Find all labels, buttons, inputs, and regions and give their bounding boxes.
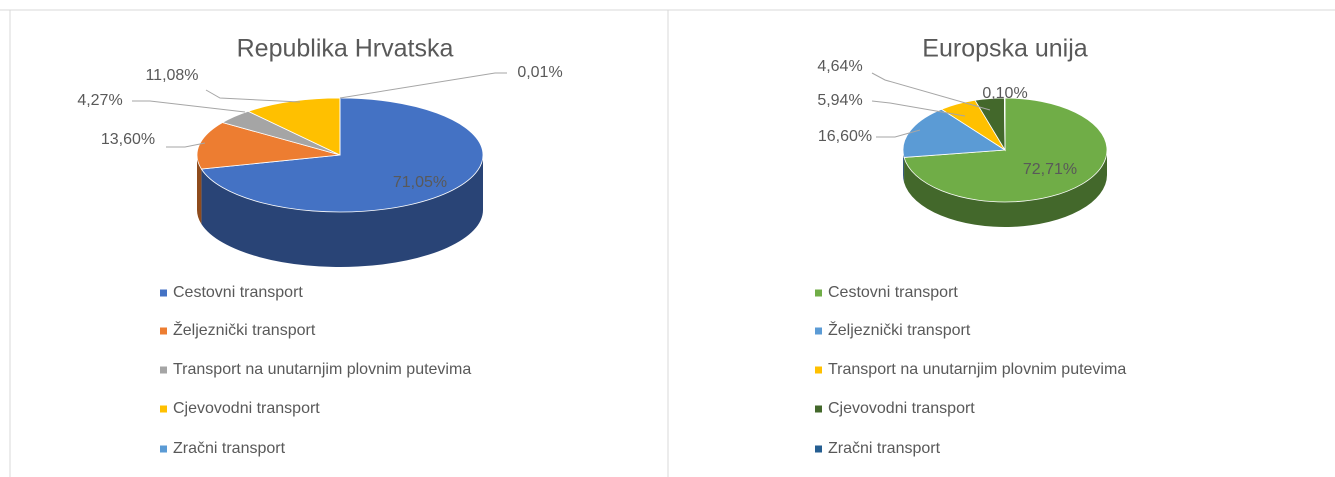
legend-swatch (160, 445, 167, 453)
slice-side (903, 150, 905, 183)
legend-label: Transport na unutarnjim plovnim putevima (173, 361, 471, 378)
data-label: 0,01% (517, 64, 562, 81)
slice (902, 108, 1007, 158)
legend-swatch (160, 366, 167, 374)
legend-label: Cjevovodni transport (828, 400, 975, 417)
legend-swatch (815, 405, 822, 413)
legend-label: Željeznički transport (828, 320, 971, 339)
legend-swatch (815, 289, 822, 297)
legend-label: Cestovni transport (173, 284, 303, 301)
slice-side (197, 155, 202, 225)
data-label: 16,60% (818, 128, 872, 145)
data-label: 13,60% (101, 131, 155, 148)
legend-label: Zračni transport (828, 440, 941, 457)
legend-swatch (815, 327, 822, 335)
slice-side (201, 155, 483, 267)
legend-swatch (815, 366, 822, 374)
leader-line (132, 100, 246, 113)
slice (196, 122, 341, 170)
legend-label: Cjevovodni transport (173, 400, 320, 417)
data-label: 0,10% (982, 85, 1027, 102)
leader-line (871, 72, 991, 111)
chart-title: Republika Hrvatska (237, 35, 454, 63)
legend-swatch (160, 327, 167, 335)
data-label: 72,71% (1023, 161, 1077, 178)
legend-label: Cestovni transport (828, 284, 958, 301)
data-label: 5,94% (817, 92, 862, 109)
slice-side (904, 150, 1107, 227)
slice (1003, 97, 1006, 151)
legend-label: Zračni transport (173, 440, 286, 457)
leader-line (339, 72, 507, 99)
legend-swatch (815, 445, 822, 453)
slice (200, 97, 484, 213)
legend-label: Željeznički transport (173, 320, 316, 339)
chart-title: Europska unija (922, 35, 1087, 63)
leader-line (871, 100, 966, 117)
legend-label: Transport na unutarnjim plovnim putevima (828, 361, 1126, 378)
leader-line (876, 129, 921, 138)
legend-swatch (160, 405, 167, 413)
legend-swatch (160, 289, 167, 297)
data-label: 71,05% (393, 174, 447, 191)
leader-line (205, 89, 301, 103)
data-label: 4,27% (77, 92, 122, 109)
data-label: 4,64% (817, 58, 862, 75)
leader-line (166, 142, 206, 148)
data-label: 11,08% (145, 67, 198, 84)
